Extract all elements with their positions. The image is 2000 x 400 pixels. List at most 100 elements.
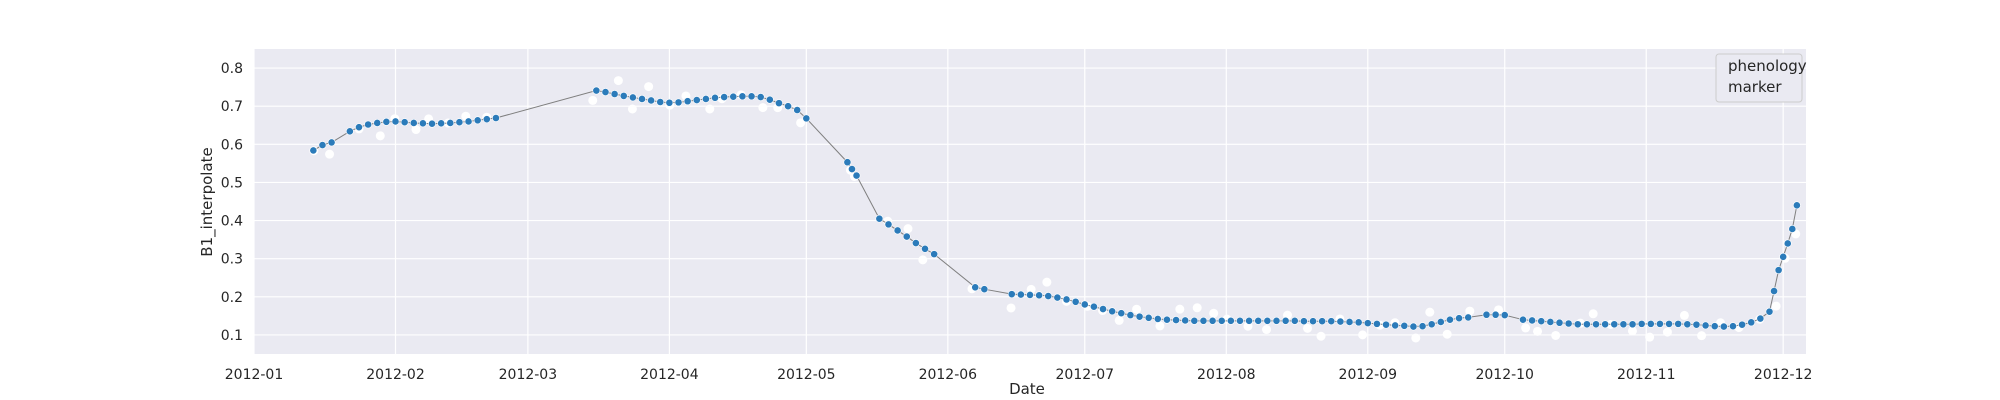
raw-point — [1132, 304, 1142, 314]
raw-point — [1533, 326, 1543, 336]
data-point — [1427, 320, 1436, 329]
raw-point — [903, 224, 913, 234]
data-point — [482, 115, 491, 124]
data-point — [1144, 313, 1153, 322]
data-point — [1610, 320, 1619, 329]
raw-point — [613, 76, 623, 86]
data-point — [1674, 319, 1683, 328]
data-point — [1053, 293, 1062, 302]
raw-point — [1679, 310, 1689, 320]
data-point — [921, 244, 929, 253]
data-point — [1747, 318, 1756, 327]
data-point — [1738, 320, 1746, 329]
data-point — [446, 119, 455, 127]
data-point — [391, 117, 400, 126]
raw-point — [1465, 306, 1475, 316]
data-point — [418, 119, 427, 128]
data-point — [1026, 291, 1034, 299]
raw-point — [644, 82, 654, 92]
data-point — [601, 88, 610, 96]
raw-point — [1425, 307, 1435, 317]
data-point — [610, 90, 619, 98]
data-point — [309, 146, 318, 155]
data-point — [1783, 239, 1792, 248]
y-tick-label: 0.2 — [221, 290, 243, 306]
data-point — [911, 239, 920, 247]
data-point — [1016, 290, 1025, 299]
data-point — [492, 114, 500, 122]
data-point — [1263, 316, 1272, 325]
data-point — [1135, 312, 1144, 321]
data-point — [1035, 291, 1044, 300]
data-point — [1683, 320, 1692, 329]
data-point — [843, 158, 852, 167]
data-point — [902, 232, 911, 241]
raw-point — [758, 103, 768, 113]
data-point — [437, 119, 446, 128]
data-point — [656, 98, 665, 106]
data-point — [1756, 314, 1765, 323]
raw-point — [796, 118, 806, 128]
data-point — [720, 93, 729, 101]
raw-point — [1697, 331, 1707, 341]
y-tick-label: 0.3 — [221, 252, 243, 268]
raw-point — [1627, 326, 1637, 336]
data-point — [775, 99, 783, 108]
x-tick-label: 2012-02 — [366, 367, 425, 383]
data-point — [980, 285, 989, 294]
raw-point — [918, 255, 928, 265]
raw-point — [1303, 323, 1313, 333]
x-tick-label: 2012-09 — [1339, 367, 1398, 383]
data-point — [1190, 316, 1199, 325]
data-point — [1281, 316, 1290, 325]
data-point — [464, 117, 473, 126]
data-point — [1363, 319, 1372, 328]
raw-point — [1588, 309, 1598, 319]
raw-point — [1411, 333, 1421, 343]
x-tick-label: 2012-10 — [1475, 367, 1534, 383]
data-point — [1592, 320, 1600, 329]
raw-point — [1662, 327, 1672, 337]
data-point — [1500, 311, 1509, 320]
data-point — [1309, 317, 1317, 326]
data-point — [318, 141, 327, 149]
data-point — [1582, 320, 1591, 329]
data-point — [1729, 322, 1737, 331]
data-point — [674, 98, 683, 107]
data-point — [1217, 316, 1226, 325]
raw-point — [705, 104, 715, 114]
data-point — [1665, 319, 1673, 328]
data-point — [1299, 317, 1308, 326]
data-point — [327, 138, 336, 147]
raw-point — [1042, 277, 1052, 287]
data-point — [409, 119, 418, 127]
data-point — [1318, 317, 1327, 326]
data-point — [852, 171, 861, 180]
data-point — [1062, 295, 1071, 304]
data-point — [428, 119, 436, 128]
raw-point — [1192, 303, 1202, 313]
data-point — [756, 93, 765, 101]
x-tick-label: 2012-07 — [1056, 367, 1115, 383]
data-point — [1436, 318, 1445, 326]
data-point — [1482, 310, 1491, 319]
raw-point — [325, 149, 335, 159]
x-tick-label: 2012-11 — [1617, 367, 1676, 383]
x-tick-label: 2012-04 — [640, 367, 699, 383]
raw-point — [1262, 325, 1272, 335]
data-point — [1172, 316, 1180, 324]
data-point — [1464, 313, 1473, 322]
raw-point — [588, 95, 598, 105]
data-point — [1546, 318, 1555, 326]
raw-point — [411, 125, 421, 135]
y-tick-label: 0.5 — [221, 175, 243, 191]
data-point — [345, 127, 354, 136]
data-point — [1382, 320, 1390, 329]
data-point — [893, 226, 902, 235]
data-point — [1236, 316, 1244, 325]
data-point — [1637, 319, 1646, 328]
data-point — [364, 120, 373, 129]
data-point — [1765, 307, 1774, 316]
data-point — [875, 214, 884, 223]
data-point — [592, 86, 601, 95]
